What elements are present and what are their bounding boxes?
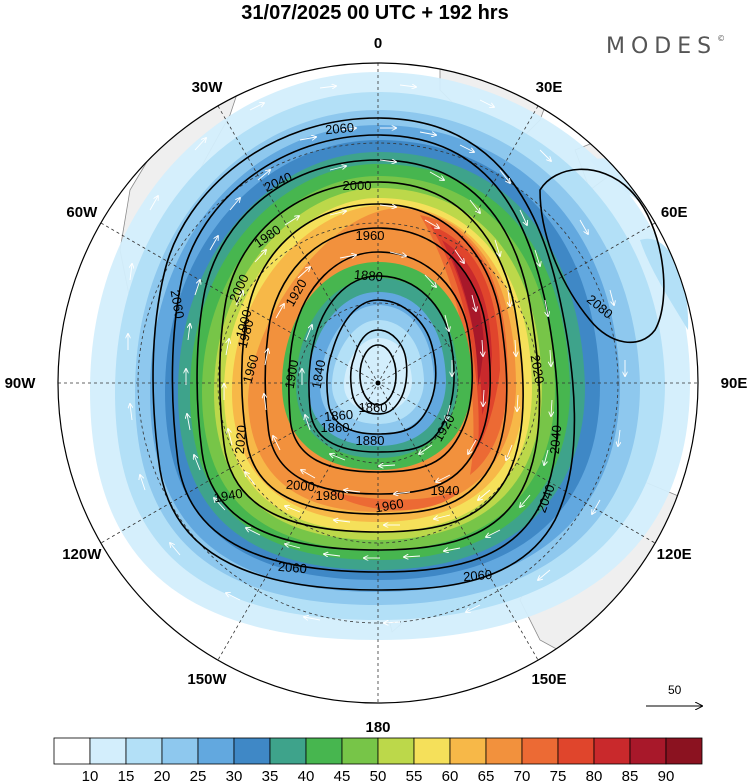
colorbar-tick-label: 75 xyxy=(550,768,567,782)
colorbar-tick-label: 10 xyxy=(82,768,99,782)
colorbar-tick-label: 40 xyxy=(298,768,315,782)
contour-label: 2020 xyxy=(232,425,249,455)
colorbar-tick-label: 85 xyxy=(622,768,639,782)
colorbar-tick-label: 50 xyxy=(370,768,387,782)
meridian-label-120w: 120W xyxy=(62,546,102,563)
colorbar-tick-label: 20 xyxy=(154,768,171,782)
colorbar-swatch xyxy=(53,737,91,765)
colorbar-swatch xyxy=(377,737,415,765)
map-title: 31/07/2025 00 UTC + 192 hrs xyxy=(241,2,509,24)
contour-label: 2020 xyxy=(528,354,548,385)
meridian-label-90e: 90E xyxy=(721,375,748,392)
map-boundary xyxy=(57,62,699,704)
contour-label: 2060 xyxy=(277,559,307,576)
colorbar-swatch xyxy=(557,737,595,765)
meridian-label-120e: 120E xyxy=(657,546,692,563)
colorbar-swatch xyxy=(521,737,559,765)
contour-label: 1980 xyxy=(316,488,345,503)
pole-marker xyxy=(375,380,381,386)
meridian-label-150e: 150E xyxy=(531,671,566,688)
contour-label: 2060 xyxy=(463,567,493,584)
contour-label: 1900 xyxy=(233,308,255,340)
contour-label: 1840 xyxy=(309,359,329,390)
contour-label: 2000 xyxy=(343,178,372,193)
wind-vectors xyxy=(128,85,625,623)
colorbar: 10 15 20 25 30 35 40 45 50 55 60 65 70 75 80 85 90 xyxy=(53,737,703,782)
contour-label: 1960 xyxy=(356,228,385,243)
colorbar-tick-label: 30 xyxy=(226,768,243,782)
contour-label: 1940 xyxy=(213,486,244,506)
meridian-label-30e: 30E xyxy=(536,79,563,96)
meridian-label-150w: 150W xyxy=(187,671,227,688)
meridian-label-180: 180 xyxy=(365,719,390,736)
colorbar-tick-label: 25 xyxy=(190,768,207,782)
colorbar-swatch xyxy=(197,737,235,765)
wind-speed-shading xyxy=(90,72,690,640)
contour-label: 1860 xyxy=(321,420,350,435)
contour-label: 1860 xyxy=(324,407,354,424)
colorbar-tick-label: 45 xyxy=(334,768,351,782)
colorbar-swatch xyxy=(269,737,307,765)
contour-label: 2060 xyxy=(168,289,188,320)
contour-label: 1860 xyxy=(359,400,388,415)
contour-label: 2060 xyxy=(325,120,355,137)
colorbar-swatch xyxy=(125,737,163,765)
colorbar-swatch xyxy=(485,737,523,765)
contour-label: 1880 xyxy=(356,433,385,448)
contour-label: 1980 xyxy=(235,318,257,350)
reference-vector-label: 50 xyxy=(668,683,682,697)
colorbar-swatch xyxy=(629,737,667,765)
meridian-label-60e: 60E xyxy=(661,204,688,221)
geopotential-contours xyxy=(152,117,665,591)
meridian-label-0: 0 xyxy=(374,35,382,52)
meridian-label-90w: 90W xyxy=(5,375,37,392)
colorbar-swatch xyxy=(449,737,487,765)
colorbar-tick-label: 35 xyxy=(262,768,279,782)
colorbar-tick-label: 55 xyxy=(406,768,423,782)
colorbar-tick-label: 80 xyxy=(586,768,603,782)
modes-logo: MODES© xyxy=(606,34,726,59)
colorbar-swatch xyxy=(305,737,343,765)
reference-vector: 50 xyxy=(646,683,702,706)
contour-label: 2040 xyxy=(547,425,564,455)
colorbar-tick-label: 90 xyxy=(658,768,675,782)
colorbar-swatch xyxy=(341,737,379,765)
map-disk xyxy=(58,63,698,703)
colorbar-tick-label: 70 xyxy=(514,768,531,782)
colorbar-tick-label: 60 xyxy=(442,768,459,782)
contour-label: 2000 xyxy=(285,477,315,494)
contour-label: 1960 xyxy=(374,496,405,516)
colorbar-swatch xyxy=(413,737,451,765)
meridian-label-60w: 60W xyxy=(66,204,98,221)
colorbar-swatch xyxy=(89,737,127,765)
contour-label: 1940 xyxy=(431,483,460,498)
colorbar-tick-label: 15 xyxy=(118,768,135,782)
contour-label: 1880 xyxy=(353,267,383,284)
colorbar-swatch xyxy=(665,737,703,765)
colorbar-tick-label: 65 xyxy=(478,768,495,782)
meridian-label-30w: 30W xyxy=(192,79,224,96)
meridian-labels: 0 30E 60E 90E 120E 150E 180 150W 120W 90W 60W 30W xyxy=(5,35,748,736)
colorbar-swatch xyxy=(233,737,271,765)
contour-label: 1900 xyxy=(282,359,302,390)
colorbar-swatch xyxy=(593,737,631,765)
colorbar-swatch xyxy=(161,737,199,765)
contour-label: 1960 xyxy=(240,353,262,385)
